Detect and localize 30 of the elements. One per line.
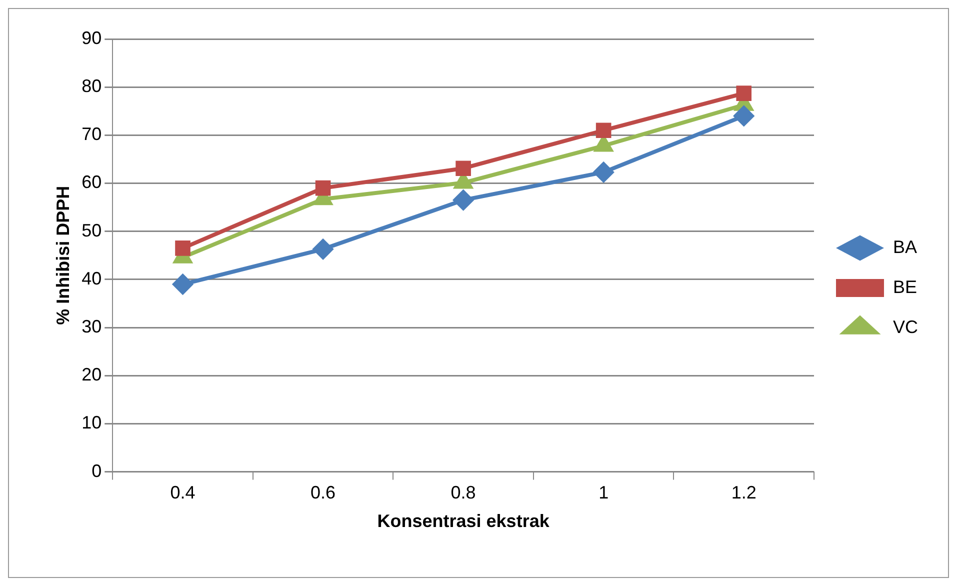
point: [315, 180, 331, 196]
legend-label: BE: [892, 276, 918, 297]
y-tick-label: 10: [82, 412, 102, 433]
point: [175, 240, 190, 256]
point: [596, 122, 612, 138]
x-tick-label: 0.6: [310, 482, 336, 503]
legend-label: VC: [892, 316, 918, 337]
y-tick-label: 80: [82, 76, 102, 96]
x-tick-label: 0.4: [170, 482, 196, 503]
point: [456, 160, 471, 176]
legend-label: BA: [892, 236, 918, 257]
y-tick-label: 90: [82, 28, 102, 48]
y-tick-label: 40: [82, 268, 102, 288]
x-tick-label: 1: [598, 482, 609, 503]
y-tick-label: 0: [92, 460, 102, 481]
point: [453, 190, 474, 210]
x-axis-title: Konsentrasi ekstrak: [377, 511, 550, 532]
y-tick-label: 60: [82, 172, 102, 192]
y-tick-label: 50: [82, 220, 102, 240]
point: [172, 274, 193, 294]
point: [594, 162, 614, 182]
x-tick-label: 0.8: [450, 482, 476, 503]
x-tick-label: 1.2: [731, 482, 756, 503]
y-tick-label: 70: [82, 124, 102, 144]
y-axis-title: % Inhibisi DPPH: [52, 186, 73, 325]
y-tick-label: 30: [82, 316, 102, 336]
point: [734, 106, 754, 126]
point: [313, 239, 334, 260]
y-tick-label: 20: [82, 364, 102, 385]
point: [736, 86, 752, 101]
